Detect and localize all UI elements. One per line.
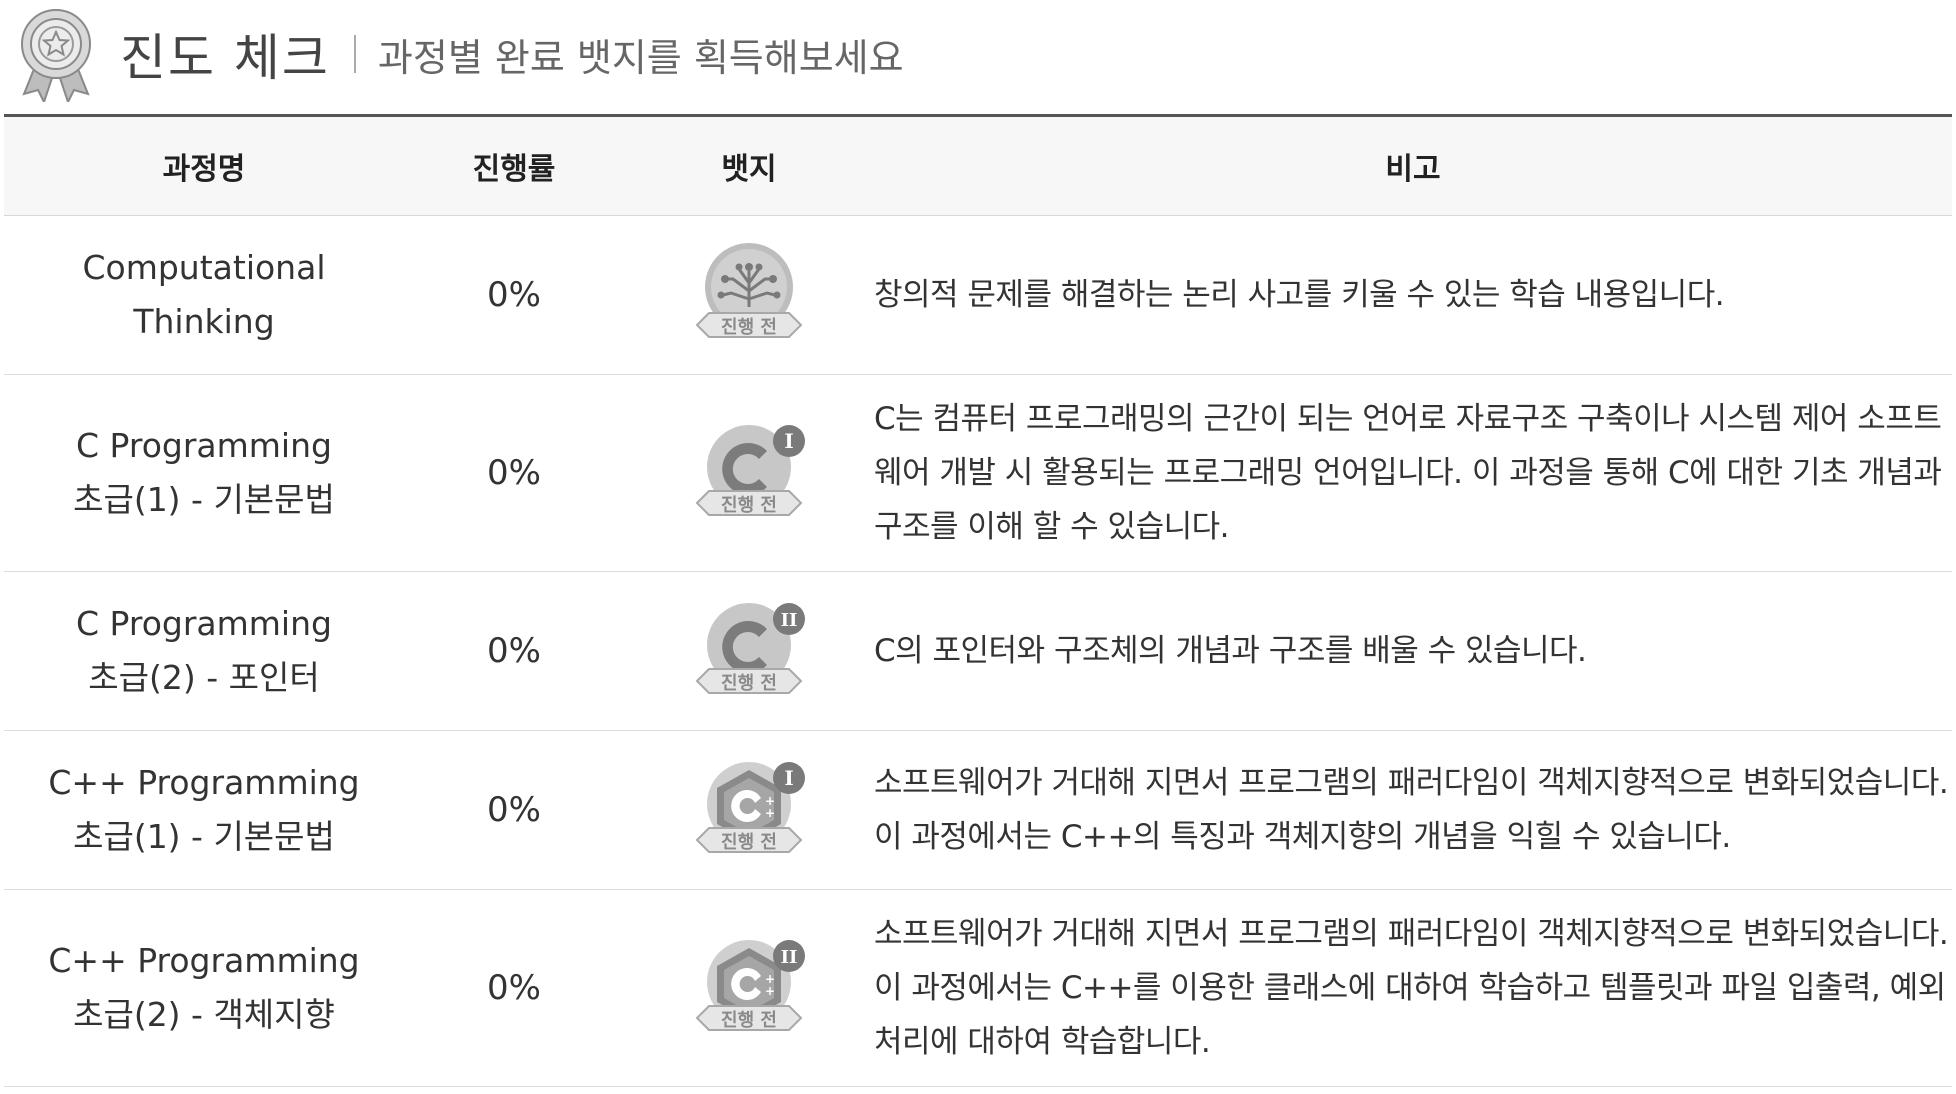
badge-cell: II 진행 전 [624,571,874,731]
column-header-note: 비고 [874,115,1952,216]
page-subtitle: 과정별 완료 뱃지를 획득해보세요 [377,35,904,80]
course-name: C Programming [76,426,332,465]
course-level: 초급(1) - 기본문법 [73,817,335,856]
course-note: 소프트웨어가 거대해 지면서 프로그램의 패러다임이 객체지향적으로 변화되었습… [874,730,1952,890]
badge-cell: 진행 전 [624,215,874,375]
course-name: C Programming [76,604,332,643]
page-header: 진도 체크 과정별 완료 뱃지를 획득해보세요 [14,6,904,102]
badge-level: I [784,766,793,790]
course-name-cell: Computational Thinking [4,215,404,375]
course-name-cell: C Programming 초급(2) - 포인터 [4,571,404,731]
course-level: 초급(2) - 객체지향 [73,995,335,1034]
badge-cell: II 진행 전 [624,889,874,1087]
progress-value: 0% [404,889,624,1087]
badge-status-label: 진행 전 [721,1010,777,1031]
badge-status-label: 진행 전 [721,495,777,516]
progress-value: 0% [404,730,624,890]
table-row: C++ Programming 초급(2) - 객체지향 0% II 진행 전 … [4,889,1952,1087]
course-level: 초급(2) - 포인터 [88,658,320,697]
column-header-course: 과정명 [4,115,404,216]
course-note: 창의적 문제를 해결하는 논리 사고를 키울 수 있는 학습 내용입니다. [874,215,1952,375]
badge-status-label: 진행 전 [721,832,777,853]
circuit-brain-icon: 진행 전 [696,243,802,338]
progress-value: 0% [404,215,624,375]
table-row: Computational Thinking 0% [4,215,1952,375]
course-note: 소프트웨어가 거대해 지면서 프로그램의 패러다임이 객체지향적으로 변화되었습… [874,889,1952,1087]
course-name: C++ Programming [48,941,360,980]
badge-level: II [781,947,798,968]
badge-level: II [781,610,798,631]
course-name-cell: C++ Programming 초급(1) - 기본문법 [4,730,404,890]
award-medal-icon [21,9,91,102]
course-note: C는 컴퓨터 프로그래밍의 근간이 되는 언어로 자료구조 구축이나 시스템 제… [874,374,1952,572]
badge-status-label: 진행 전 [721,317,777,338]
progress-value: 0% [404,571,624,731]
page-title: 진도 체크 [120,29,330,87]
course-progress-table: 과정명 진행률 뱃지 비고 Computational Thinking 0% [4,114,1952,1087]
title-divider [353,35,356,73]
table-row: C Programming 초급(1) - 기본문법 0% I 진행 전 C는 … [4,374,1952,572]
table-row: C Programming 초급(2) - 포인터 0% II 진행 전 C의 … [4,571,1952,731]
badge-cell: I 진행 전 [624,730,874,890]
course-name: C++ Programming [48,763,360,802]
cpp-language-icon: I 진행 전 [696,762,805,853]
badge-level: I [784,429,793,453]
progress-value: 0% [404,374,624,572]
course-level: 초급(1) - 기본문법 [73,480,335,519]
course-name-cell: C Programming 초급(1) - 기본문법 [4,374,404,572]
badge-cell: I 진행 전 [624,374,874,572]
cpp-language-icon: II 진행 전 [696,940,805,1031]
table-row: C++ Programming 초급(1) - 기본문법 0% I 진행 전 소… [4,730,1952,890]
c-language-icon: II 진행 전 [696,603,805,694]
c-language-icon: I 진행 전 [696,425,805,516]
badge-status-label: 진행 전 [721,673,777,694]
course-name: Computational [82,248,326,287]
table-header-row: 과정명 진행률 뱃지 비고 [4,115,1952,216]
column-header-progress: 진행률 [404,115,624,216]
course-level: Thinking [133,302,275,341]
course-note: C의 포인터와 구조체의 개념과 구조를 배울 수 있습니다. [874,571,1952,731]
column-header-badge: 뱃지 [624,115,874,216]
course-name-cell: C++ Programming 초급(2) - 객체지향 [4,889,404,1087]
